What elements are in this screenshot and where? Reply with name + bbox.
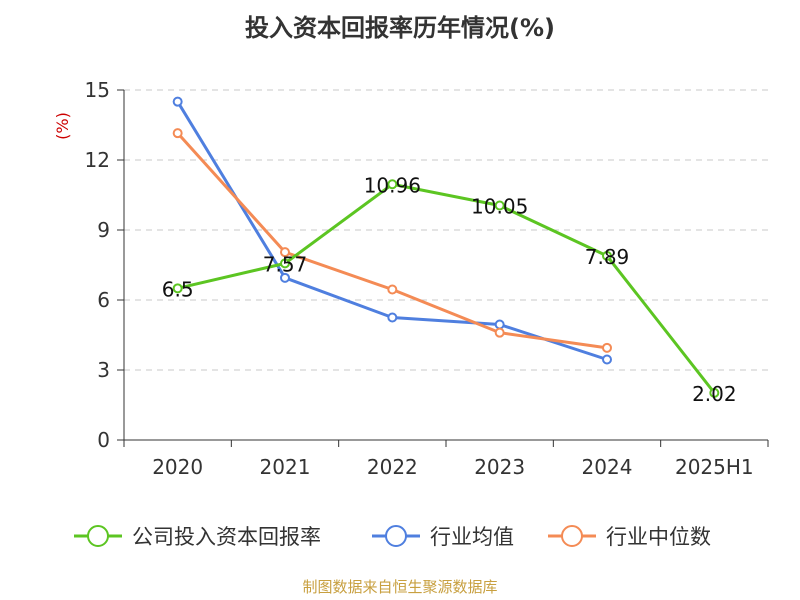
legend-marker [385, 525, 407, 547]
y-tick-label: 6 [97, 288, 110, 312]
legend-item: 公司投入资本回报率 [74, 525, 321, 549]
legend: 公司投入资本回报率 行业均值 行业中位数 [74, 525, 711, 549]
legend-item: 行业中位数 [548, 525, 711, 549]
chart-title: 投入资本回报率历年情况(%) [245, 14, 555, 42]
data-point [280, 272, 290, 283]
legend-marker [561, 525, 583, 547]
x-tick-label: 2023 [474, 455, 525, 479]
legend-label: 行业中位数 [606, 525, 711, 549]
axes: 0 3 6 9 12 15 2020 2021 2022 2023 2024 2025H1 [85, 78, 769, 479]
data-label: 6.5 [162, 277, 194, 301]
data-point [172, 96, 183, 107]
data-label: 10.05 [471, 195, 528, 219]
data-point [387, 179, 398, 190]
data-point [602, 250, 612, 261]
data-label: 7.89 [585, 245, 630, 269]
legend-label: 行业均值 [430, 525, 514, 549]
data-label: 2.02 [692, 382, 737, 406]
y-tick-label: 0 [97, 428, 110, 452]
grid-lines [124, 89, 768, 371]
data-point [494, 327, 505, 338]
data-point [172, 283, 183, 294]
y-axis-unit-label: (%) [53, 112, 72, 140]
legend-item: 行业均值 [372, 525, 514, 549]
legend-label: 公司投入资本回报率 [132, 525, 321, 549]
data-point [494, 200, 505, 211]
series-line [177, 182, 716, 394]
y-tick-label: 15 [85, 78, 110, 102]
x-tick-label: 2024 [582, 455, 633, 479]
source-note: 制图数据来自恒生聚源数据库 [302, 578, 498, 596]
x-tick-label: 2021 [260, 455, 311, 479]
y-tick-label: 12 [85, 148, 110, 172]
data-point [280, 258, 290, 269]
y-tick-label: 3 [97, 358, 110, 382]
legend-marker [87, 525, 109, 547]
x-tick-label: 2025H1 [675, 455, 754, 479]
data-point [280, 247, 290, 258]
data-point [602, 342, 612, 353]
series-lines [172, 96, 720, 398]
data-point [494, 319, 505, 330]
data-labels: 6.5 7.57 10.96 10.05 7.89 2.02 [162, 173, 737, 406]
data-point [172, 128, 183, 139]
x-tick-label: 2022 [367, 455, 418, 479]
x-tick-label: 2020 [152, 455, 203, 479]
data-point [602, 354, 612, 365]
data-point [709, 387, 720, 398]
data-label: 10.96 [364, 173, 421, 197]
y-tick-label: 9 [97, 218, 110, 242]
data-point [387, 284, 398, 295]
data-label: 7.57 [263, 252, 308, 276]
data-point [387, 312, 398, 323]
